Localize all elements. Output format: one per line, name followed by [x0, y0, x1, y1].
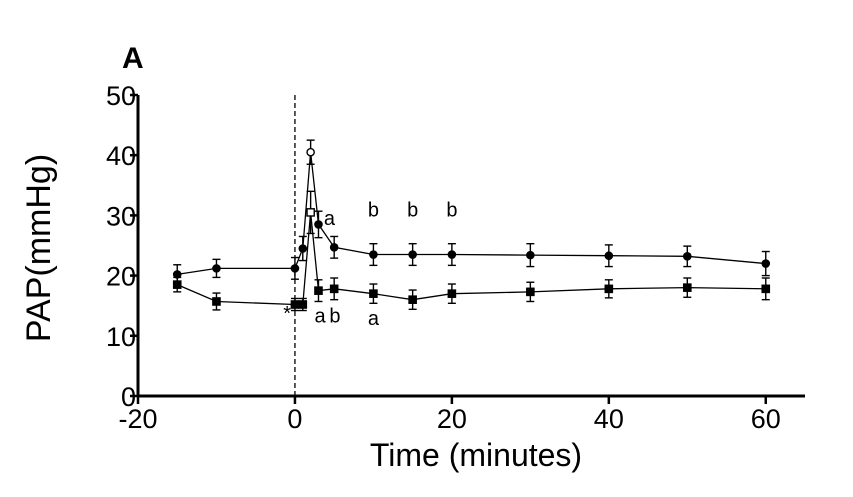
panel-label: A: [122, 42, 144, 75]
data-point: [329, 243, 339, 252]
data-point: [290, 300, 300, 309]
data-point: [447, 289, 457, 298]
data-point: [298, 244, 308, 253]
significance-label: a: [368, 308, 380, 330]
series-1: [172, 139, 771, 285]
data-point: [526, 287, 535, 297]
x-tick-label: 40: [594, 404, 624, 434]
y-tick-label: 30: [106, 201, 136, 231]
data-point: [447, 250, 457, 259]
x-axis-label: Time (minutes): [370, 437, 582, 473]
significance-label: *: [283, 303, 291, 325]
data-point: [408, 250, 417, 259]
data-point: [314, 286, 323, 295]
data-point: [306, 147, 315, 157]
significance-label: b: [407, 200, 418, 222]
y-tick-label: 20: [106, 262, 136, 292]
significance-label: b: [329, 306, 340, 328]
data-point: [298, 300, 308, 309]
series-line: [177, 152, 766, 276]
data-point: [369, 289, 378, 298]
y-axis-label: PAP(mmHg): [20, 154, 58, 342]
significance-label: b: [446, 200, 457, 222]
data-point: [761, 284, 771, 294]
significance-label: a: [314, 306, 326, 328]
data-point: [604, 284, 614, 294]
plot-area: a b b ba b a*: [172, 95, 771, 396]
data-point: [306, 208, 315, 217]
series-line: [176, 212, 766, 306]
data-point: [604, 251, 614, 261]
x-tick-label: 20: [437, 404, 467, 434]
x-tick-label: -20: [118, 404, 157, 434]
significance-label: a: [324, 208, 336, 230]
y-tick-label: 0: [121, 382, 136, 412]
data-point: [329, 284, 339, 294]
data-point: [408, 295, 417, 304]
data-point: [526, 250, 535, 260]
y-tick-label: 10: [106, 322, 136, 352]
y-tick-label: 50: [106, 81, 136, 111]
x-tick-label: 0: [287, 404, 302, 434]
significance-label: b: [368, 200, 379, 222]
data-point: [761, 259, 771, 268]
data-point: [314, 220, 323, 229]
x-tick-label: 60: [751, 404, 781, 434]
data-point: [682, 252, 692, 261]
data-point: [369, 250, 378, 259]
data-point: [172, 280, 182, 289]
series-2: [172, 190, 771, 312]
data-point: [212, 297, 221, 306]
data-point: [682, 283, 692, 292]
data-point: [290, 264, 300, 273]
data-point: [212, 264, 221, 273]
y-tick-label: 40: [106, 141, 136, 171]
